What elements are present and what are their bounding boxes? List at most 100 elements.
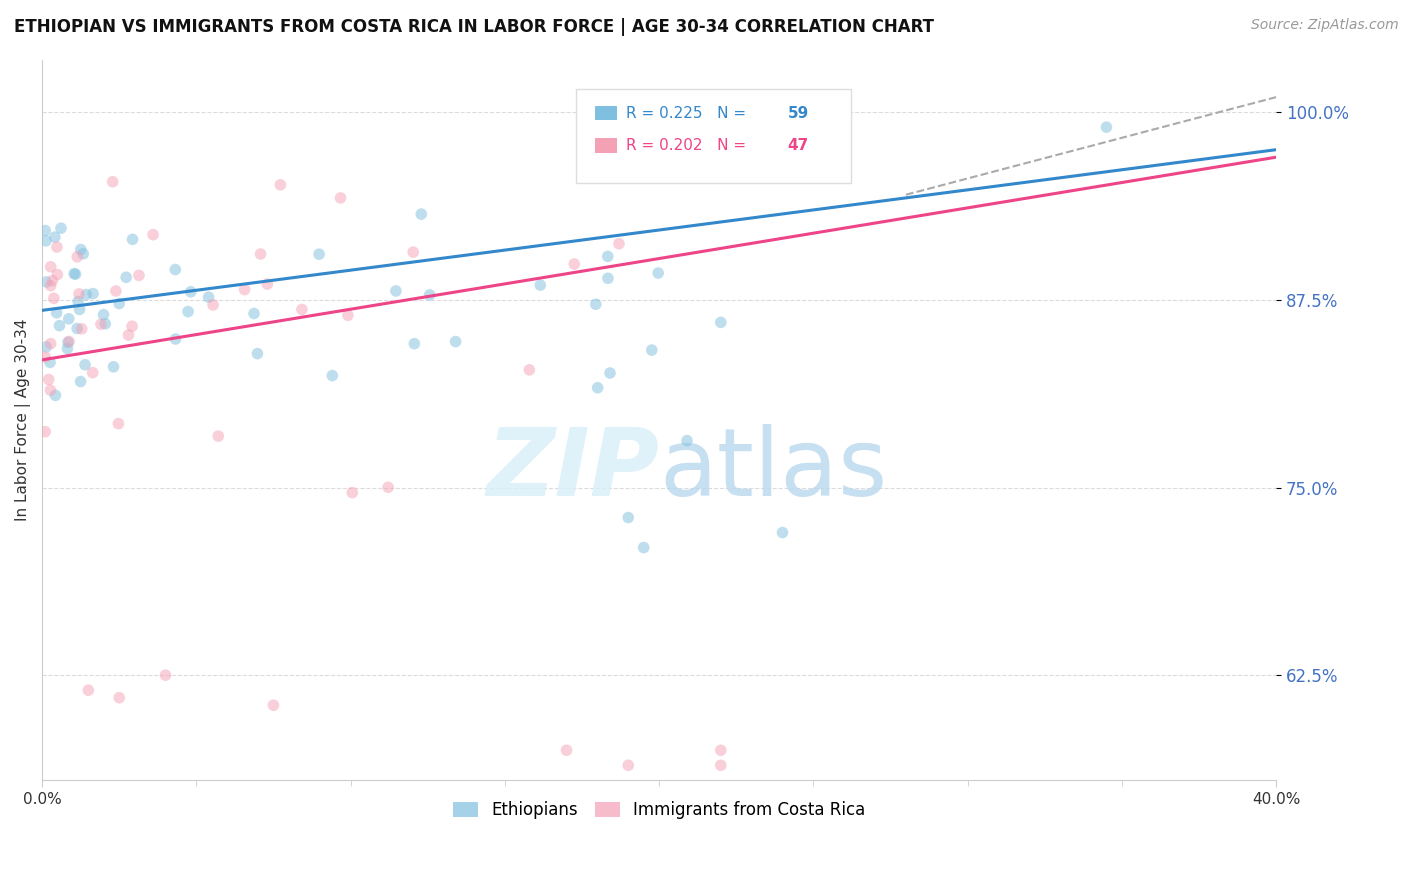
Point [67, 294, 90, 309]
Point [586, 381, 609, 395]
Point [45, 306, 67, 320]
Point [336, 308, 359, 322]
Text: R = 0.202   N =: R = 0.202 N = [626, 138, 751, 153]
Point [165, 332, 187, 346]
Point [39, 278, 62, 293]
Text: R = 0.225   N =: R = 0.225 N = [626, 106, 751, 120]
Point [710, 758, 733, 772]
Point [82, 286, 104, 301]
Point [772, 525, 794, 540]
Point [101, 175, 124, 189]
Point [710, 315, 733, 329]
Point [142, 227, 165, 242]
Y-axis label: In Labor Force | Age 30-34: In Labor Force | Age 30-34 [15, 318, 31, 521]
Point [41, 274, 63, 288]
Point [404, 336, 426, 351]
Point [108, 296, 131, 310]
Point [269, 178, 291, 192]
Point [108, 690, 131, 705]
Point [58, 334, 80, 349]
Point [607, 236, 630, 251]
Point [56, 335, 79, 350]
Point [202, 298, 225, 312]
Point [46, 268, 69, 282]
Point [617, 758, 640, 772]
Point [308, 247, 330, 261]
Text: Source: ZipAtlas.com: Source: ZipAtlas.com [1251, 18, 1399, 32]
Point [107, 417, 129, 431]
Point [155, 668, 177, 682]
Point [39, 336, 62, 351]
Point [676, 434, 699, 448]
Point [65, 267, 87, 281]
Point [72, 247, 94, 261]
Point [233, 283, 256, 297]
Text: 59: 59 [787, 106, 808, 120]
Point [77, 683, 100, 698]
Point [117, 328, 139, 343]
Point [599, 366, 621, 380]
Point [67, 286, 90, 301]
Point [1095, 120, 1118, 135]
Point [34, 425, 56, 439]
Point [180, 285, 202, 299]
Point [69, 375, 91, 389]
Point [82, 366, 104, 380]
Point [49, 221, 72, 235]
Point [58, 311, 80, 326]
Point [38, 372, 60, 386]
Point [69, 243, 91, 257]
Point [39, 260, 62, 274]
Text: ZIP: ZIP [486, 425, 659, 516]
Point [633, 541, 655, 555]
Point [39, 383, 62, 397]
Point [596, 249, 619, 263]
Point [115, 270, 138, 285]
Point [342, 485, 364, 500]
Point [197, 290, 219, 304]
Point [419, 288, 441, 302]
Point [207, 429, 229, 443]
Point [647, 266, 669, 280]
Point [411, 207, 433, 221]
Point [246, 346, 269, 360]
Point [329, 191, 352, 205]
Point [710, 743, 733, 757]
Point [93, 308, 115, 322]
Point [63, 267, 86, 281]
Point [48, 318, 70, 333]
Point [321, 368, 343, 383]
Point [90, 318, 112, 332]
Point [44, 230, 66, 244]
Point [70, 322, 93, 336]
Point [529, 278, 551, 293]
Point [121, 319, 143, 334]
Point [177, 304, 200, 318]
Point [121, 232, 143, 246]
Point [377, 480, 399, 494]
Point [66, 250, 89, 264]
Point [75, 287, 97, 301]
Point [39, 355, 62, 369]
Point [596, 271, 619, 285]
Point [263, 698, 285, 713]
Point [517, 363, 540, 377]
Point [66, 321, 89, 335]
Point [69, 302, 91, 317]
Point [402, 245, 425, 260]
Point [562, 257, 585, 271]
Point [35, 275, 58, 289]
Point [35, 234, 58, 248]
Point [555, 743, 578, 757]
Point [617, 510, 640, 524]
Point [94, 317, 117, 331]
Point [34, 223, 56, 237]
Point [35, 340, 58, 354]
Point [73, 358, 96, 372]
Point [641, 343, 664, 357]
Point [165, 262, 187, 277]
Point [42, 291, 65, 305]
Point [46, 240, 69, 254]
Text: atlas: atlas [659, 425, 887, 516]
Point [249, 247, 271, 261]
